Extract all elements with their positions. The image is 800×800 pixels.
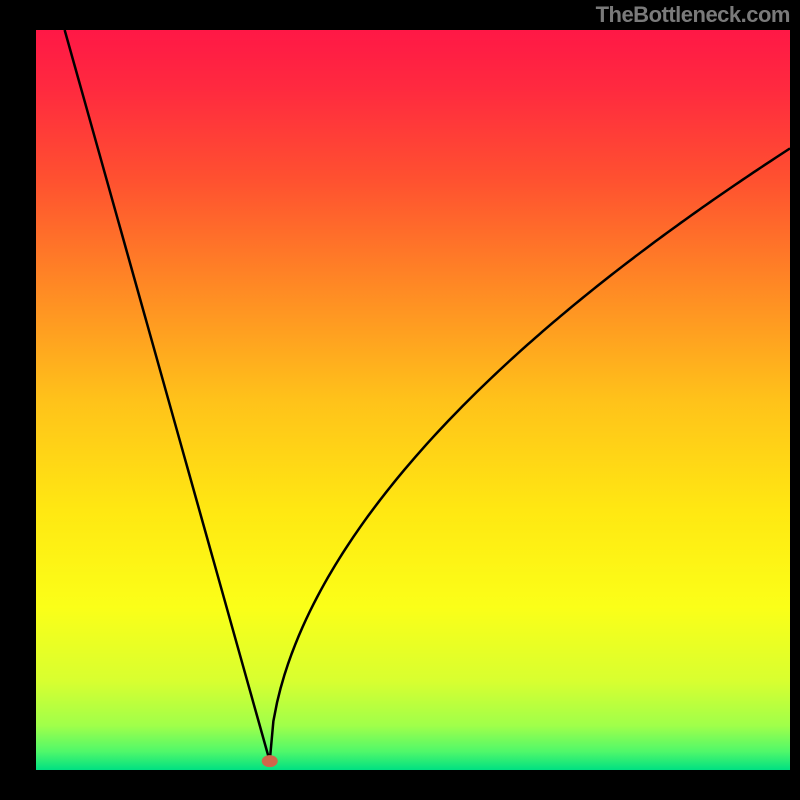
plot-area [36, 30, 790, 770]
vertex-marker [262, 755, 278, 767]
chart-container: TheBottleneck.com [0, 0, 800, 800]
plot-svg [36, 30, 790, 770]
watermark-text: TheBottleneck.com [596, 2, 790, 28]
plot-background [36, 30, 790, 770]
